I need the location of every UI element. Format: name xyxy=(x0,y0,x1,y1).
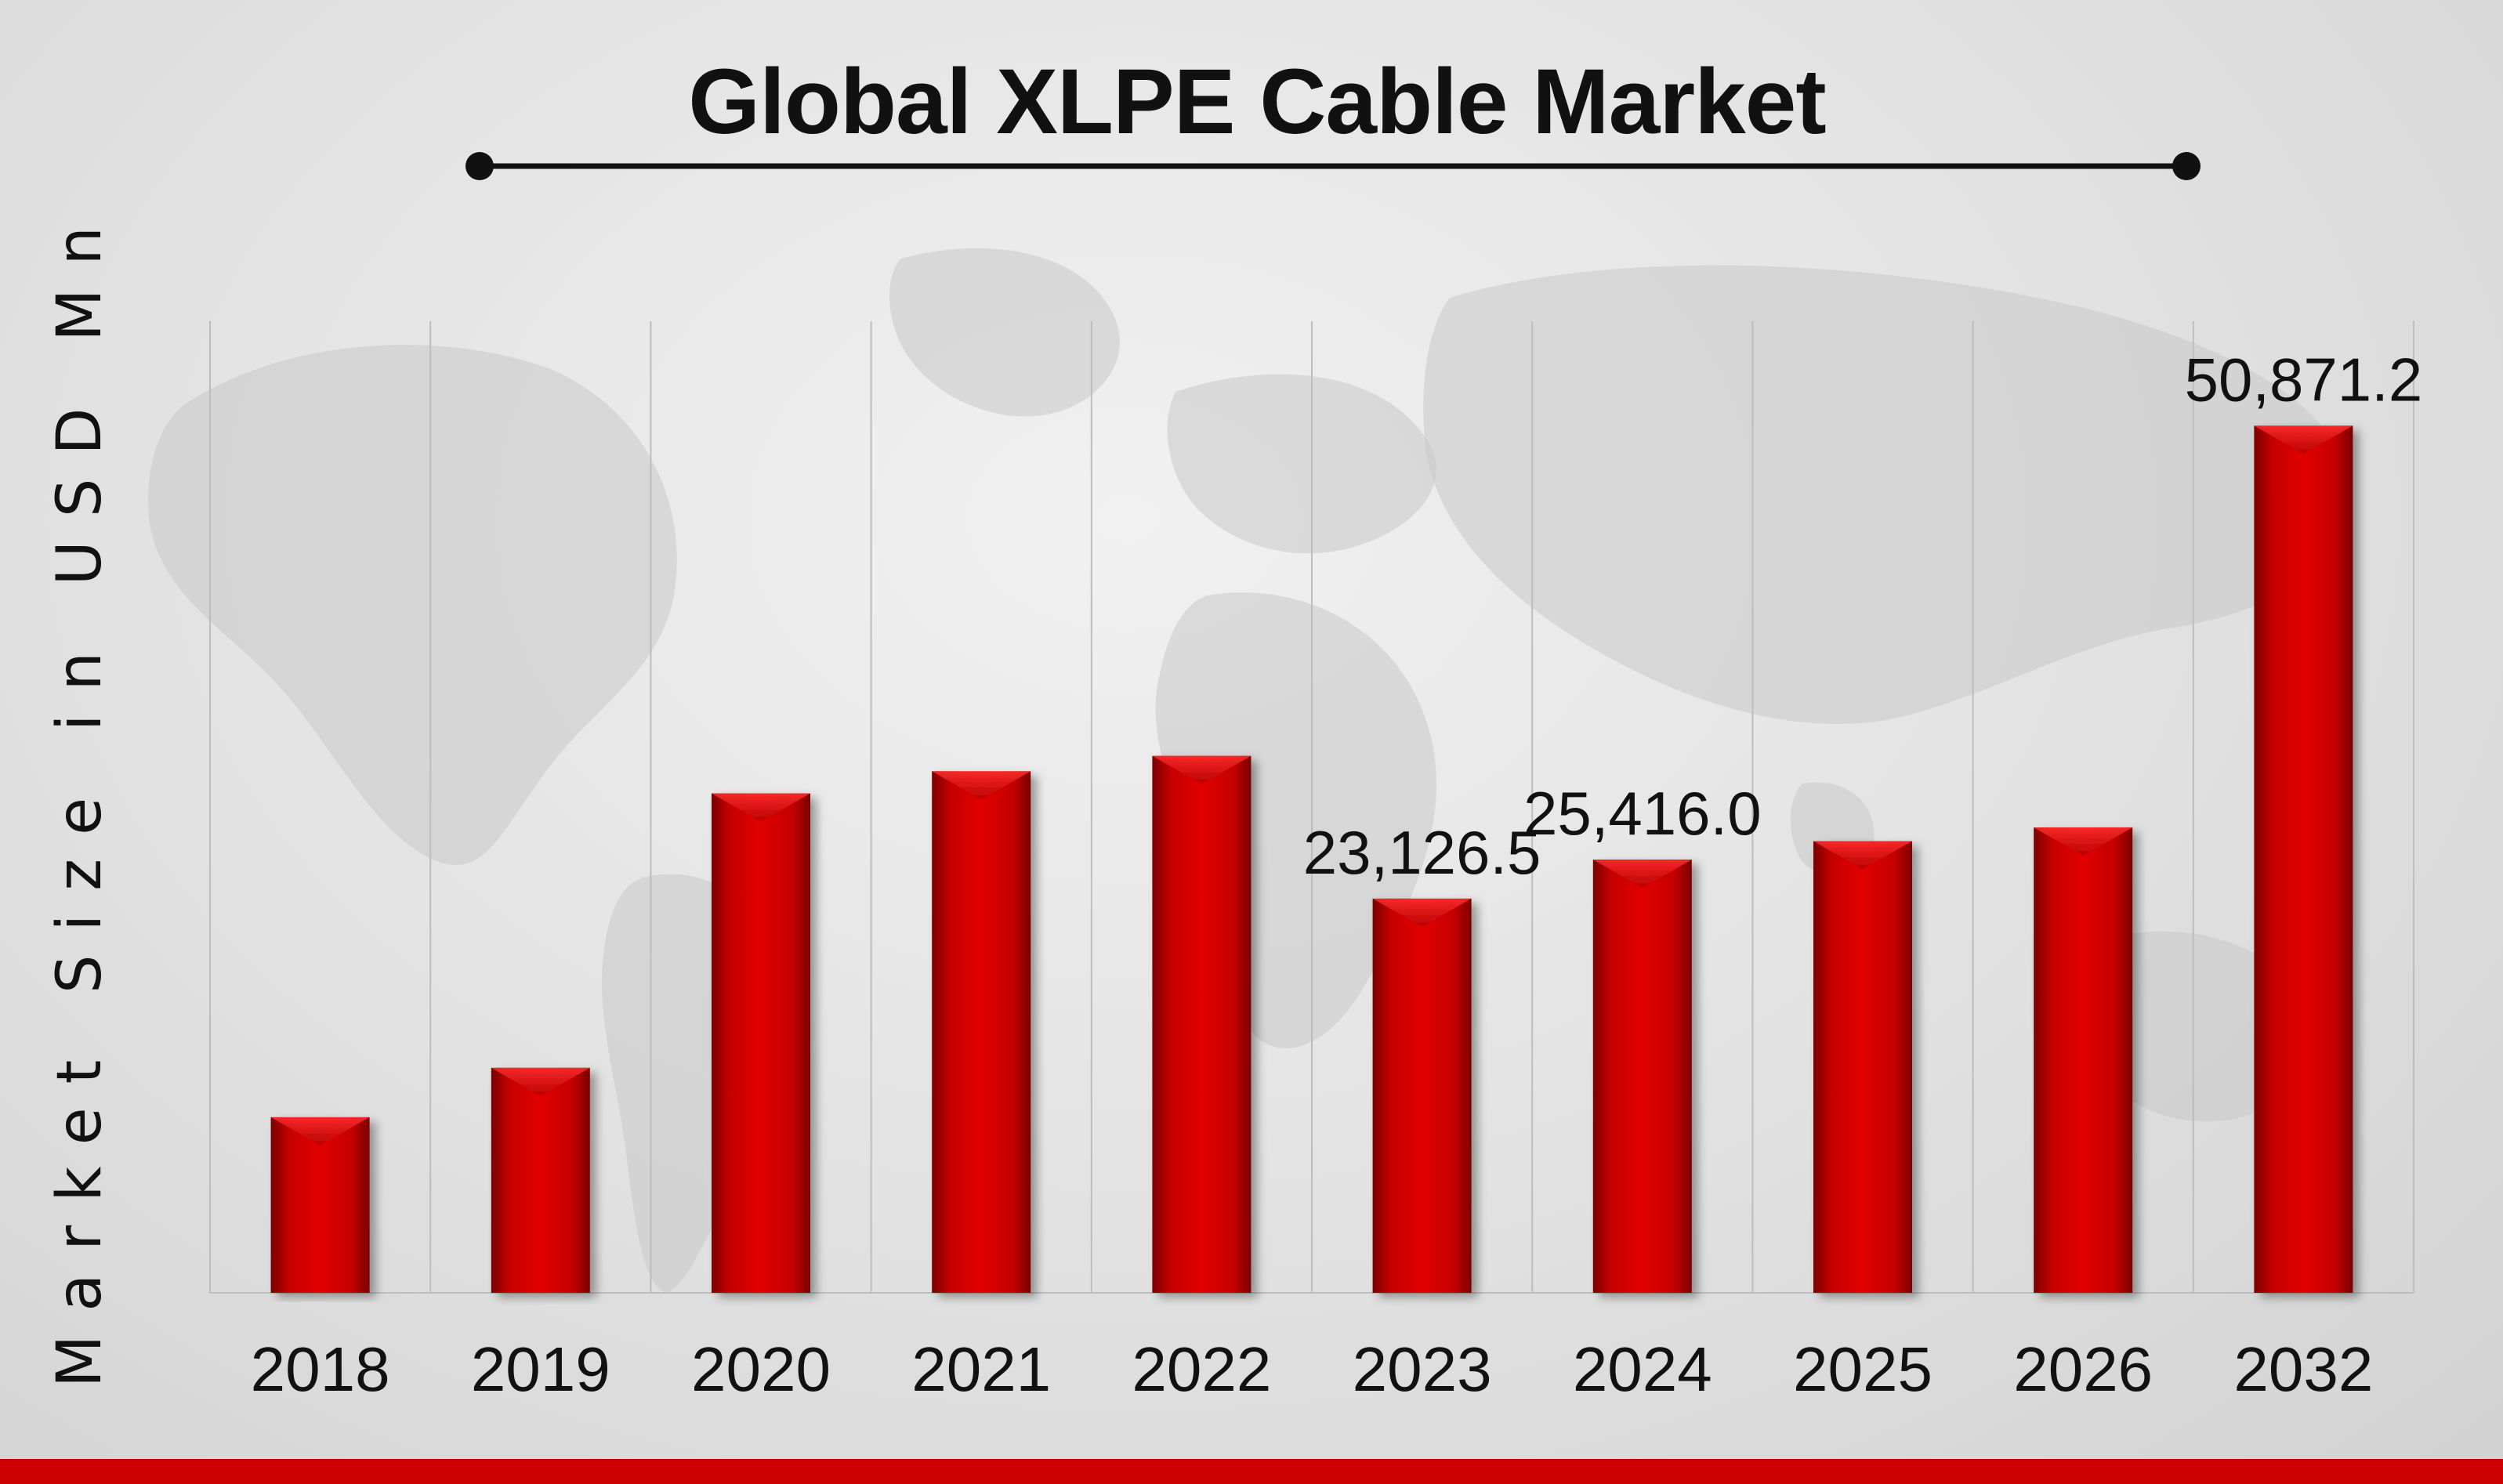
bar-2018 xyxy=(270,1117,370,1293)
bar-2023 xyxy=(1372,898,1472,1293)
bar-body xyxy=(2254,425,2353,1293)
x-tick-label: 2026 xyxy=(2013,1334,2153,1404)
x-tick-label: 2023 xyxy=(1353,1334,1492,1404)
bar-2025 xyxy=(1813,841,1912,1293)
x-tick-label: 2032 xyxy=(2233,1334,2373,1404)
x-tick-labels: 2018 2019 2020 2021 2022 2023 2024 2025 2026 2032 xyxy=(251,1334,2374,1404)
bottom-accent-strip xyxy=(0,1459,2503,1484)
bar-cap xyxy=(712,793,810,822)
bar-body xyxy=(270,1117,370,1293)
bar-cap xyxy=(1813,841,1912,870)
data-label: 25,416.0 xyxy=(1523,779,1762,848)
bar-cap xyxy=(1152,755,1252,784)
bar-cap xyxy=(270,1117,370,1146)
bar-body xyxy=(712,793,810,1293)
grid-lines xyxy=(209,321,2414,1293)
x-tick-label: 2019 xyxy=(471,1334,610,1404)
bar-cap xyxy=(1372,898,1472,927)
bar-2026 xyxy=(2034,827,2133,1293)
bar-cap xyxy=(932,771,1031,800)
title-divider xyxy=(465,152,2201,180)
bar-body xyxy=(491,1067,590,1293)
bar-body xyxy=(2034,827,2133,1293)
y-axis-label: Market Size in USD Mn xyxy=(45,203,115,1388)
bar-body xyxy=(932,771,1031,1293)
data-labels: 23,126.525,416.0 50,871.2 xyxy=(1303,345,2422,887)
x-tick-label: 2025 xyxy=(1793,1334,1932,1404)
data-label: 50,871.2 xyxy=(2185,345,2423,414)
data-label: 23,126.5 xyxy=(1303,818,1541,887)
bar-body xyxy=(1813,841,1912,1293)
bars xyxy=(270,425,2353,1293)
x-tick-label: 2022 xyxy=(1132,1334,1271,1404)
bar-body xyxy=(1152,755,1252,1293)
bar-cap xyxy=(491,1067,590,1096)
x-tick-label: 2024 xyxy=(1573,1334,1712,1404)
x-tick-label: 2021 xyxy=(911,1334,1051,1404)
bar-cap xyxy=(2034,827,2133,856)
bar-cap xyxy=(1592,860,1692,889)
bar-2021 xyxy=(932,771,1031,1293)
chart-title: Global XLPE Cable Market xyxy=(688,50,1825,154)
bar-2020 xyxy=(712,793,810,1293)
bar-2022 xyxy=(1152,755,1252,1293)
bar-cap xyxy=(2254,425,2353,454)
bar-2024 xyxy=(1592,860,1692,1293)
bar-body xyxy=(1592,860,1692,1293)
bar-body xyxy=(1372,898,1472,1293)
bar-2019 xyxy=(491,1067,590,1293)
x-tick-label: 2018 xyxy=(251,1334,390,1404)
bar-2032 xyxy=(2254,425,2353,1293)
x-tick-label: 2020 xyxy=(691,1334,831,1404)
